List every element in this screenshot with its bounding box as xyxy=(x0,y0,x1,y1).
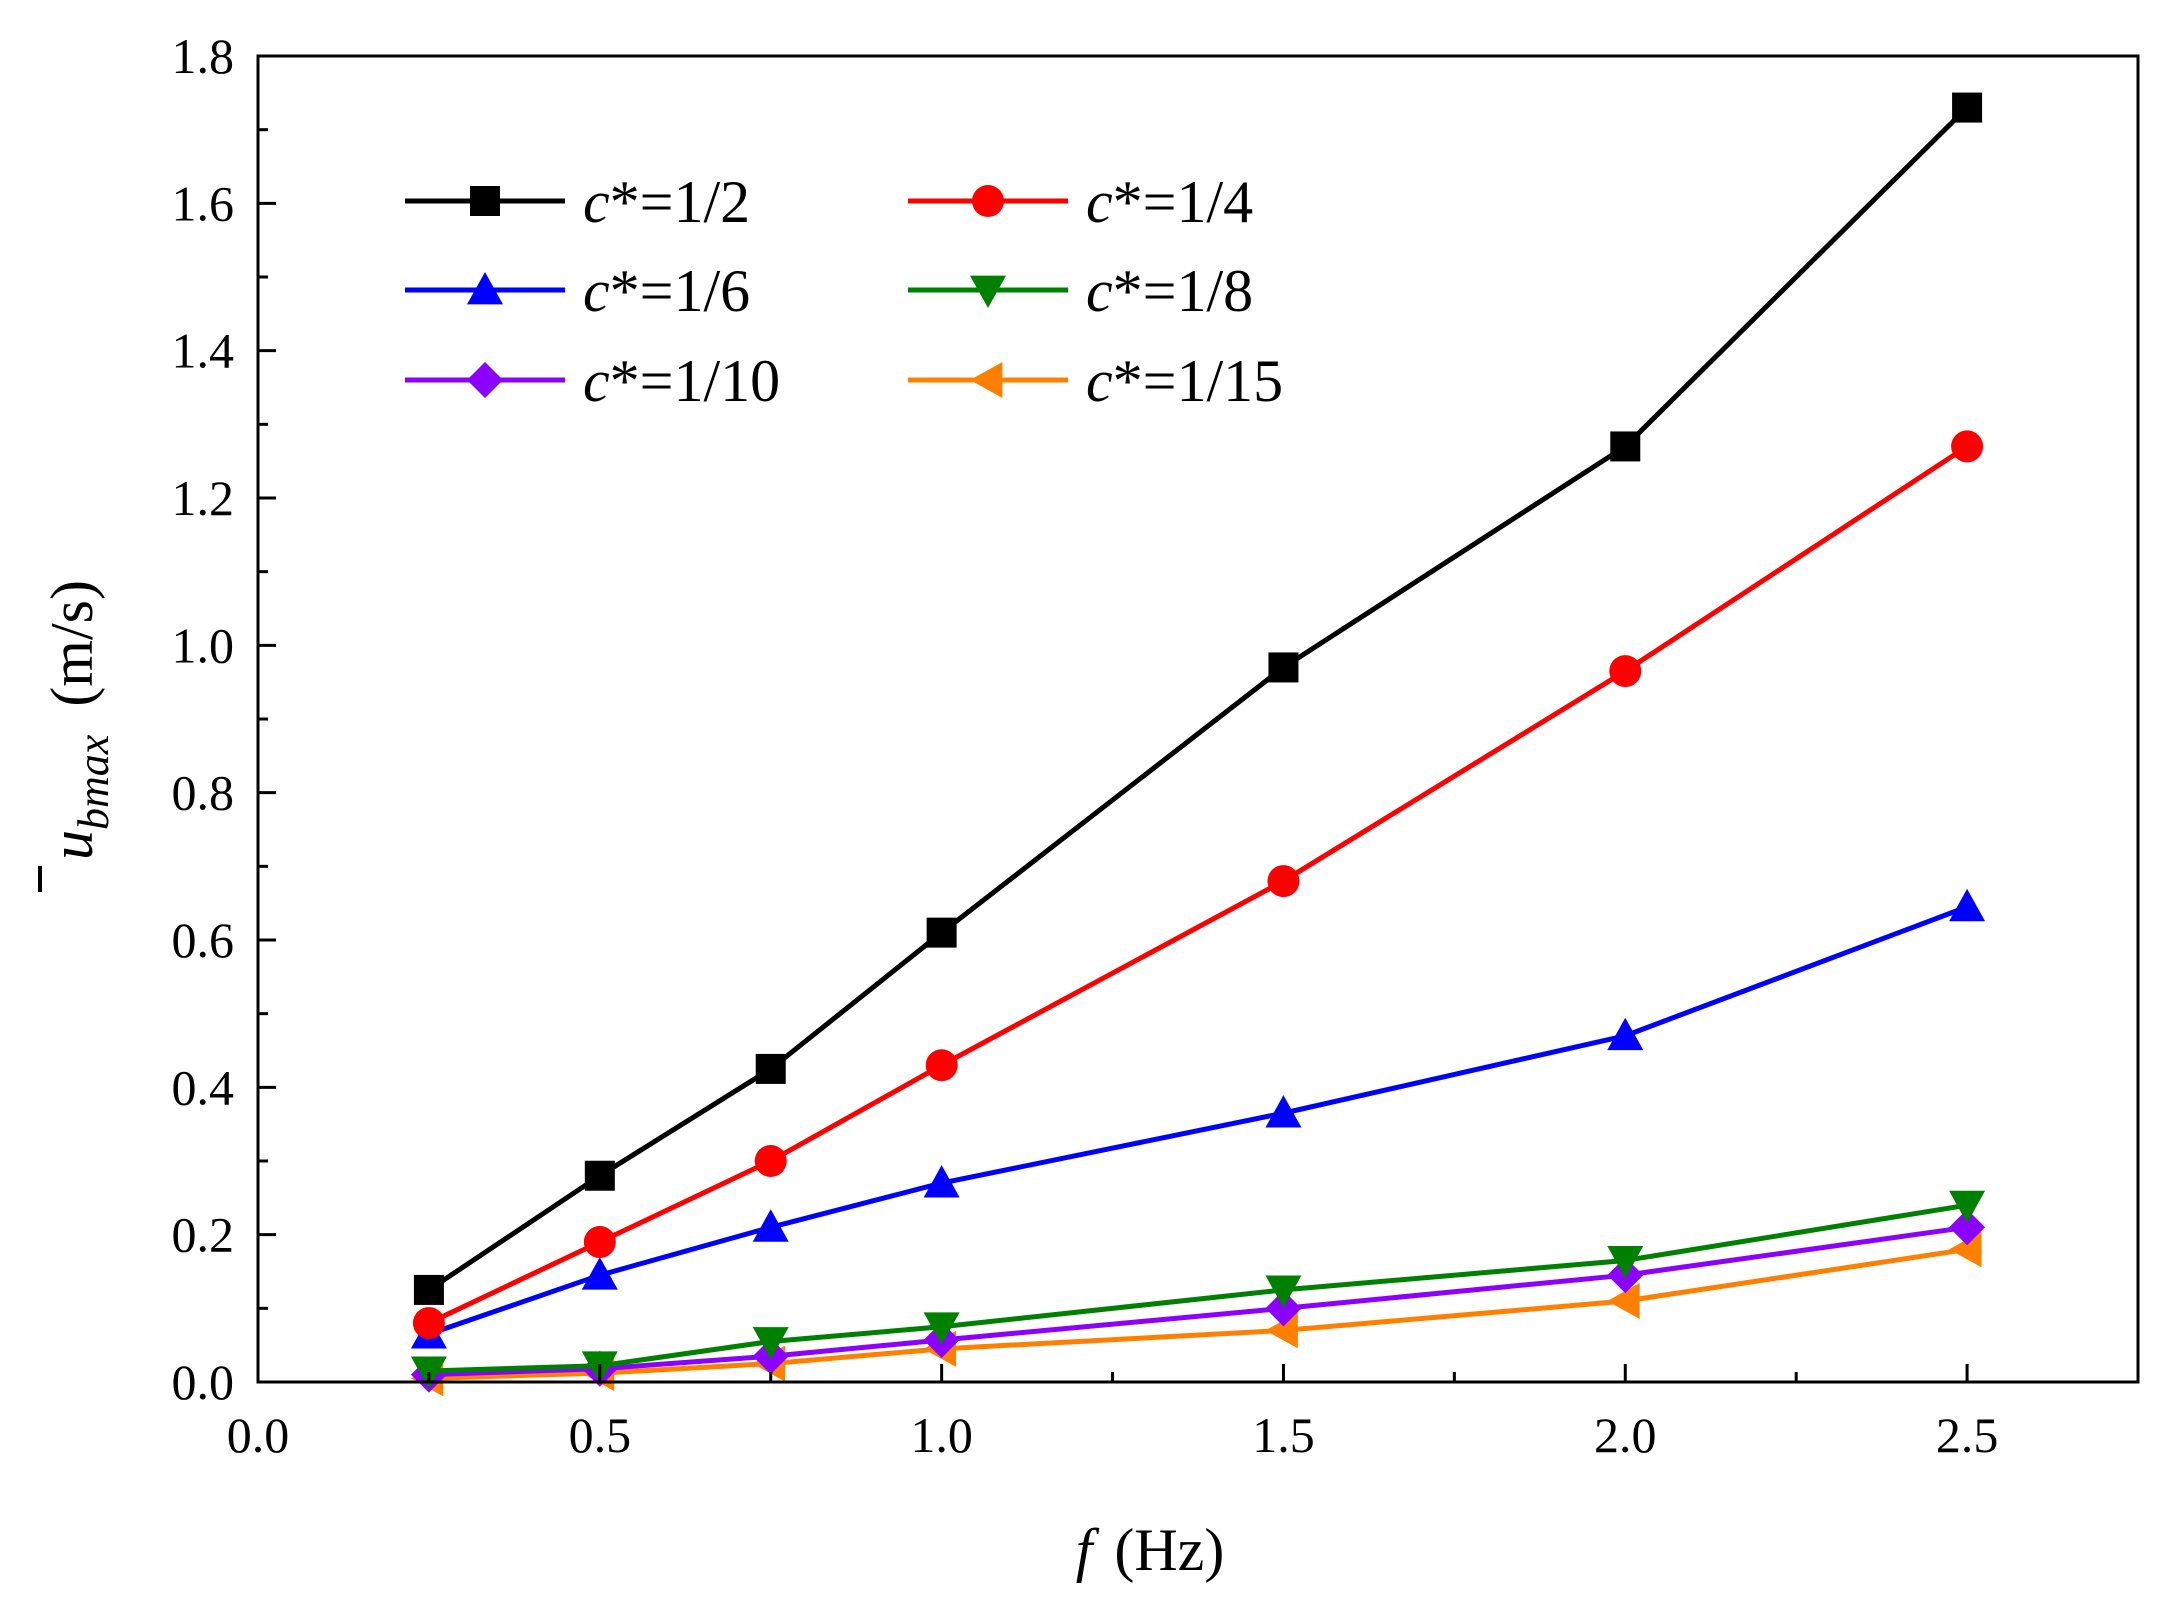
y-tick-label: 1.0 xyxy=(172,617,235,673)
x-tick-label: 0.0 xyxy=(227,1407,290,1463)
legend-label: c*=1/2 xyxy=(583,169,750,235)
x-tick-label: 1.5 xyxy=(1252,1407,1315,1463)
data-point-c-1-6 xyxy=(581,1257,618,1290)
y-tick-label: 0.6 xyxy=(172,912,235,968)
x-axis-title: f (Hz) xyxy=(1076,1517,1225,1583)
y-tick-label: 0.8 xyxy=(172,765,235,821)
legend-label-value: *=1/10 xyxy=(610,348,781,414)
legend-label-variable: c xyxy=(583,258,610,324)
ticks-layer: 0.0 0.5 1.0 1.5 2.0 2.5 0.0 0.2 0.4 0.6 0.8 1.0 1.2 1… xyxy=(172,28,1999,1463)
legend-swatch-marker xyxy=(467,362,503,398)
data-point-c-1-8 xyxy=(923,1312,960,1345)
series-line-c-1-6 xyxy=(428,904,1968,1337)
data-point-c-1-15 xyxy=(1949,1231,1982,1268)
legend-label: c*=1/8 xyxy=(1086,258,1253,324)
data-point-c-1-15 xyxy=(1607,1282,1640,1319)
y-tick-label: 0.0 xyxy=(172,1354,235,1410)
series-line-c-1-8 xyxy=(428,1202,1968,1374)
data-point-c-1-2 xyxy=(755,1053,786,1084)
data-point-c-1-2 xyxy=(584,1160,615,1191)
data-point-c-1-2 xyxy=(1952,92,1983,123)
x-axis-unit: (Hz) xyxy=(1114,1517,1224,1583)
series-c-1-4 xyxy=(412,430,1984,1340)
legend-item: c*=1/2 xyxy=(405,169,750,235)
data-point-c-1-8 xyxy=(752,1327,789,1360)
y-tick-label: 1.8 xyxy=(172,28,235,84)
legend-label: c*=1/15 xyxy=(1086,348,1283,414)
legend-label: c*=1/6 xyxy=(583,258,750,324)
legend-item: c*=1/8 xyxy=(908,258,1253,324)
legend-label-variable: c xyxy=(1086,169,1113,235)
y-tick-label: 0.4 xyxy=(172,1059,235,1115)
legend-swatch-marker xyxy=(470,186,500,216)
data-point-c-1-8 xyxy=(1265,1275,1302,1308)
x-tick-label: 1.0 xyxy=(910,1407,973,1463)
y-axis-variable: u xyxy=(39,830,105,860)
legend-label-variable: c xyxy=(1086,258,1113,324)
y-axis-unit: (m/s) xyxy=(39,580,105,707)
data-point-c-1-4 xyxy=(1267,865,1300,898)
data-point-c-1-2 xyxy=(1610,431,1641,462)
y-tick-label: 1.6 xyxy=(172,175,235,231)
legend-label-value: *=1/4 xyxy=(1113,169,1254,235)
y-axis-title: ubmax (m/s) xyxy=(38,580,118,892)
series-c-1-6 xyxy=(410,888,1986,1349)
legend-swatch-marker xyxy=(970,362,1003,398)
data-point-c-1-4 xyxy=(925,1049,958,1082)
x-tick-label: 0.5 xyxy=(569,1407,632,1463)
plot-frame xyxy=(256,54,2140,1384)
data-point-c-1-6 xyxy=(1949,888,1986,922)
series-line-c-1-4 xyxy=(427,444,1969,1326)
data-point-c-1-15 xyxy=(1265,1312,1298,1349)
legend-label-value: *=1/2 xyxy=(610,169,751,235)
legend-label-variable: c xyxy=(583,169,610,235)
data-point-c-1-8 xyxy=(1949,1190,1986,1224)
data-point-c-1-10 xyxy=(1265,1290,1302,1327)
x-axis-variable: f xyxy=(1076,1517,1100,1583)
svg-text:ubmax(m/s): ubmax (m/s) xyxy=(39,580,118,860)
legend-swatch-marker xyxy=(970,275,1006,308)
legend-label: c*=1/4 xyxy=(1086,169,1253,235)
data-point-c-1-4 xyxy=(412,1307,445,1340)
data-point-c-1-6 xyxy=(1607,1017,1644,1051)
y-axis-subscript: bmax xyxy=(69,734,118,830)
legend-label-value: *=1/15 xyxy=(1113,348,1284,414)
legend-item: c*=1/4 xyxy=(908,169,1253,235)
y-tick-label: 0.2 xyxy=(172,1207,235,1263)
data-point-c-1-4 xyxy=(754,1145,787,1177)
legend-item: c*=1/6 xyxy=(405,258,750,324)
legend-label-value: *=1/8 xyxy=(1113,258,1254,324)
data-point-c-1-2 xyxy=(413,1274,444,1305)
data-point-c-1-8 xyxy=(1607,1246,1644,1279)
legend-label: c*=1/10 xyxy=(583,348,780,414)
y-tick-label: 1.4 xyxy=(172,323,235,379)
x-tick-label: 2.5 xyxy=(1936,1407,1999,1463)
data-point-c-1-10 xyxy=(1949,1209,1986,1246)
legend-swatch-marker xyxy=(972,185,1004,217)
series-c-1-2 xyxy=(413,92,1983,1305)
legend-swatch-marker xyxy=(467,272,503,305)
data-point-c-1-2 xyxy=(1268,652,1299,683)
legend-label-variable: c xyxy=(583,348,610,414)
legend-item: c*=1/10 xyxy=(405,348,780,414)
data-point-c-1-6 xyxy=(923,1165,960,1198)
data-point-c-1-6 xyxy=(752,1209,789,1242)
data-point-c-1-2 xyxy=(926,917,957,948)
legend-label-variable: c xyxy=(1086,348,1113,414)
legend: c*=1/2 c*=1/4c*=1/6 c*=1/8c*=1/10 c*=1/15 xyxy=(405,169,1283,414)
y-tick-label: 1.2 xyxy=(172,470,235,526)
legend-label-value: *=1/6 xyxy=(610,258,751,324)
data-point-c-1-4 xyxy=(583,1226,616,1259)
data-point-c-1-4 xyxy=(1951,430,1984,463)
x-tick-label: 2.0 xyxy=(1594,1407,1657,1463)
data-point-c-1-6 xyxy=(1265,1095,1302,1128)
data-point-c-1-4 xyxy=(1609,655,1642,688)
legend-item: c*=1/15 xyxy=(908,348,1283,414)
